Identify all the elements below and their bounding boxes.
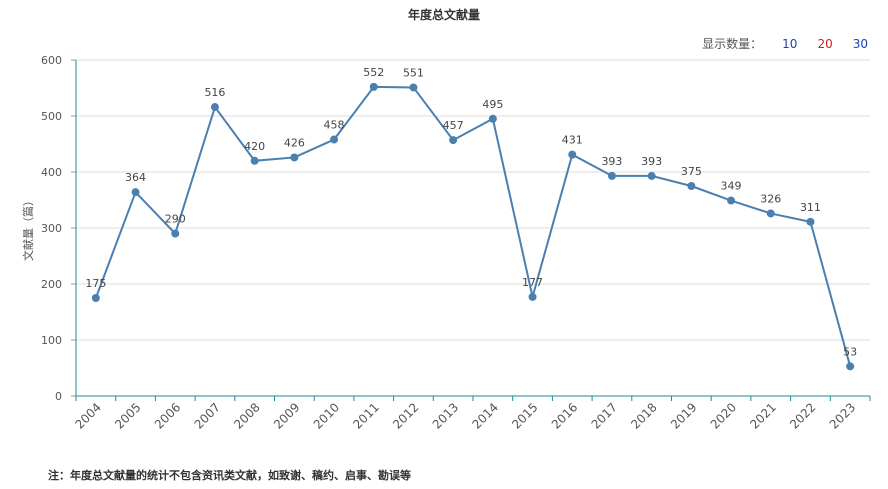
data-point xyxy=(647,171,656,180)
data-point xyxy=(330,135,339,144)
display-count-label: 显示数量： xyxy=(702,37,763,51)
data-point xyxy=(687,182,696,190)
x-tick-label: 2010 xyxy=(311,400,342,431)
y-tick-label: 200 xyxy=(41,278,62,291)
data-label: 290 xyxy=(165,213,186,226)
y-tick-label: 600 xyxy=(41,54,62,67)
series-line xyxy=(94,85,852,367)
chart-title: 年度总文献量 xyxy=(407,8,480,22)
data-label: 349 xyxy=(721,180,742,193)
x-tick-label: 2011 xyxy=(350,400,381,431)
display-count-selector: 显示数量： 10 20 30 xyxy=(702,35,868,52)
data-label: 311 xyxy=(800,201,821,214)
data-label: 364 xyxy=(125,171,146,184)
x-tick-label: 2019 xyxy=(668,400,699,431)
y-tick-label: 100 xyxy=(41,334,62,347)
data-label: 516 xyxy=(204,86,225,99)
x-tick-label: 2005 xyxy=(112,400,143,431)
data-point xyxy=(131,188,140,197)
count-option-20[interactable]: 20 xyxy=(817,36,833,51)
data-label: 495 xyxy=(482,98,503,111)
data-point xyxy=(449,136,458,145)
data-label: 326 xyxy=(760,192,781,205)
data-point xyxy=(846,362,855,371)
data-label: 551 xyxy=(403,66,424,79)
data-point xyxy=(91,294,100,302)
data-point xyxy=(290,153,299,162)
data-label: 177 xyxy=(522,276,543,289)
y-tick-label: 0 xyxy=(55,390,62,403)
data-label: 393 xyxy=(641,155,662,168)
data-point xyxy=(568,150,577,159)
x-tick-label: 2016 xyxy=(549,400,580,431)
data-label: 426 xyxy=(284,136,305,149)
y-tick-label: 400 xyxy=(41,166,62,179)
y-tick-label: 500 xyxy=(41,110,62,123)
data-point xyxy=(528,292,537,301)
data-point xyxy=(766,209,775,218)
data-label: 457 xyxy=(443,119,464,132)
x-tick-label: 2007 xyxy=(192,400,223,431)
footnote: 注：年度总文献量的统计不包含资讯类文献，如致谢、稿约、启事、勘误等 xyxy=(48,469,411,482)
data-label: 393 xyxy=(601,155,622,168)
data-point xyxy=(806,217,815,226)
data-label: 431 xyxy=(562,134,583,147)
x-tick-label: 2008 xyxy=(231,400,262,431)
x-tick-label: 2020 xyxy=(708,400,739,431)
x-tick-label: 2017 xyxy=(589,400,620,431)
data-point xyxy=(369,82,378,91)
data-label: 175 xyxy=(85,277,106,290)
data-label: 375 xyxy=(681,165,702,178)
x-tick-label: 2022 xyxy=(787,400,818,431)
y-tick-label: 300 xyxy=(41,222,62,235)
data-point xyxy=(171,229,180,238)
x-tick-label: 2023 xyxy=(827,400,858,431)
data-point xyxy=(727,196,736,205)
data-label: 53 xyxy=(843,345,857,358)
data-label: 420 xyxy=(244,140,265,153)
count-option-30[interactable]: 30 xyxy=(852,36,868,51)
data-point xyxy=(607,171,616,180)
x-tick-label: 2021 xyxy=(747,400,778,431)
data-point xyxy=(210,103,219,112)
x-tick-label: 2012 xyxy=(390,400,421,431)
data-label: 552 xyxy=(363,66,384,79)
x-tick-label: 2006 xyxy=(152,400,183,431)
data-label: 458 xyxy=(324,119,345,132)
count-option-10[interactable]: 10 xyxy=(782,36,798,51)
data-point xyxy=(409,83,418,92)
data-point xyxy=(250,156,259,165)
x-tick-label: 2014 xyxy=(469,400,500,431)
x-tick-label: 2004 xyxy=(72,400,103,431)
x-tick-label: 2013 xyxy=(430,400,461,431)
data-point xyxy=(488,114,497,123)
x-tick-label: 2009 xyxy=(271,400,302,431)
line-chart: 0 100 200 300 400 500 600 文献量（篇） 2004 2005 2006 200… xyxy=(21,54,871,432)
y-axis-label: 文献量（篇） xyxy=(21,195,35,261)
x-tick-label: 2015 xyxy=(509,400,540,431)
x-tick-label: 2018 xyxy=(628,400,659,431)
